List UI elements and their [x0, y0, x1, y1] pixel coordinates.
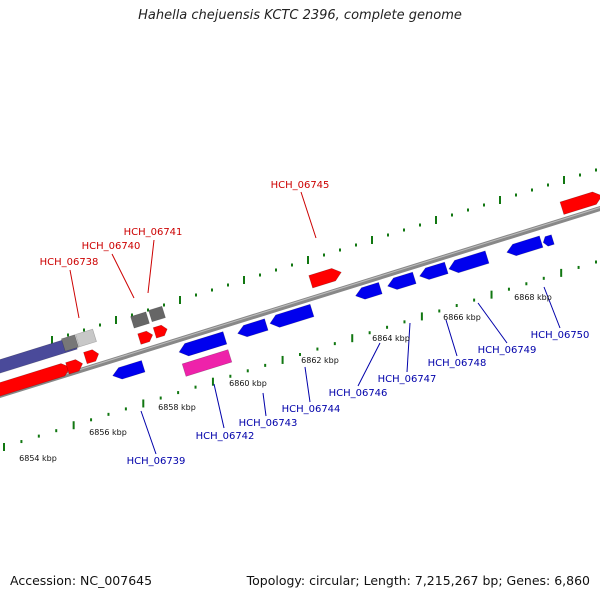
hch-06748-label: HCH_06748 — [428, 358, 487, 369]
gene-purple-block — [0, 336, 78, 378]
gene-purple-block-shape — [0, 336, 78, 378]
gene-gray-block-3-shape — [148, 305, 166, 323]
gene-lightgray-block-shape — [75, 328, 97, 348]
gene-gray-block-2 — [130, 311, 150, 329]
accession-text: Accession: NC_007645 — [10, 573, 153, 588]
gene-blue-8-shape — [506, 235, 544, 257]
gene-labels: HCH_06738 HCH_06740 HCH_06741 HCH_06745 HCH_… — [40, 180, 590, 467]
scale-label: 6854 kbp — [19, 454, 57, 463]
genome-backbone-highlight — [0, 207, 600, 395]
gene-hch-06745-shape — [308, 268, 342, 289]
scale-label: 6856 kbp — [89, 428, 127, 437]
gene-blue-3 — [269, 303, 315, 328]
gene-lightgray-block — [75, 328, 97, 348]
gene-forward-right — [559, 191, 600, 215]
gene-forward-small-4 — [152, 324, 168, 339]
gene-blue-6-shape — [419, 261, 449, 280]
map-title: Hahella chejuensis KCTC 2396, complete g… — [138, 8, 462, 23]
scale-label: 6866 kbp — [443, 313, 481, 322]
gene-gray-block-1-shape — [61, 334, 79, 352]
gene-blue-5-shape — [387, 271, 417, 290]
gene-blue-6 — [419, 261, 449, 280]
gene-blue-7-shape — [448, 250, 490, 274]
hch-06749-leader — [477, 302, 508, 344]
gene-forward-long-shape — [0, 363, 72, 400]
label-leaders — [69, 191, 561, 455]
scale-label: 6858 kbp — [158, 403, 196, 412]
hch-06746-label: HCH_06746 — [329, 388, 388, 399]
gene-gray-block-1 — [61, 334, 79, 352]
topology-text: Topology: circular; Length: 7,215,267 bp… — [246, 573, 590, 588]
gene-blue-7 — [448, 250, 490, 274]
gene-hch-06739-shape — [112, 360, 146, 380]
gene-forward-small-2-shape — [83, 349, 100, 365]
gene-hch-06742-shape — [181, 349, 233, 377]
gene-forward-small-1 — [65, 359, 84, 375]
gene-forward-small-2 — [83, 349, 100, 365]
gene-forward-small-3 — [137, 330, 154, 345]
hch-06747-label: HCH_06747 — [378, 374, 437, 385]
gene-blue-9-shape — [542, 234, 555, 247]
genes — [0, 191, 600, 400]
gene-blue-4-shape — [355, 282, 383, 300]
hch-06742-leader — [213, 383, 225, 429]
scale-label: 6868 kbp — [514, 293, 552, 302]
gene-blue-1 — [178, 331, 228, 357]
hch-06750-leader — [543, 286, 561, 329]
gene-blue-1-shape — [178, 331, 228, 357]
hch-06739-leader — [140, 410, 157, 455]
scale-labels: 6854 kbp 6856 kbp 6858 kbp 6860 kbp 6862 kbp… — [19, 293, 552, 463]
gene-blue-5 — [387, 271, 417, 290]
genome-backbone — [0, 205, 600, 399]
scale-label: 6862 kbp — [301, 356, 339, 365]
gene-gray-block-2-shape — [130, 311, 150, 329]
gene-hch-06745 — [308, 268, 342, 289]
gene-hch-06742 — [181, 349, 233, 377]
scale-label: 6860 kbp — [229, 379, 267, 388]
hch-06746-leader — [357, 342, 381, 387]
gene-gray-block-3 — [148, 305, 166, 323]
hch-06738-leader — [69, 269, 80, 319]
scale-label: 6864 kbp — [372, 334, 410, 343]
gene-blue-2 — [237, 318, 269, 338]
hch-06743-leader — [262, 392, 267, 417]
hch-06742-label: HCH_06742 — [196, 431, 255, 442]
hch-06738-label: HCH_06738 — [40, 257, 99, 268]
scale-ticks — [3, 168, 597, 451]
hch-06749-label: HCH_06749 — [478, 345, 537, 356]
gene-forward-small-4-shape — [152, 324, 168, 339]
hch-06743-label: HCH_06743 — [239, 418, 298, 429]
hch-06745-leader — [300, 191, 317, 239]
gene-forward-small-1-shape — [65, 359, 84, 375]
hch-06745-label: HCH_06745 — [271, 180, 330, 191]
hch-06748-leader — [445, 319, 458, 357]
gene-forward-long — [0, 363, 72, 400]
gene-blue-3-shape — [269, 303, 315, 328]
hch-06750-label: HCH_06750 — [531, 330, 590, 341]
gene-blue-8 — [506, 235, 544, 257]
hch-06747-leader — [406, 322, 411, 373]
gene-hch-06739 — [112, 360, 146, 380]
gene-forward-small-3-shape — [137, 330, 154, 345]
hch-06740-leader — [111, 253, 135, 299]
hch-06739-label: HCH_06739 — [127, 456, 186, 467]
hch-06741-label: HCH_06741 — [124, 227, 183, 238]
gene-forward-right-shape — [559, 191, 600, 215]
hch-06740-label: HCH_06740 — [82, 241, 141, 252]
gene-blue-2-shape — [237, 318, 269, 338]
hch-06744-leader — [304, 366, 311, 403]
hch-06744-label: HCH_06744 — [282, 404, 341, 415]
hch-06741-leader — [147, 239, 155, 294]
gene-blue-9 — [542, 234, 555, 247]
gene-blue-4 — [355, 282, 383, 300]
